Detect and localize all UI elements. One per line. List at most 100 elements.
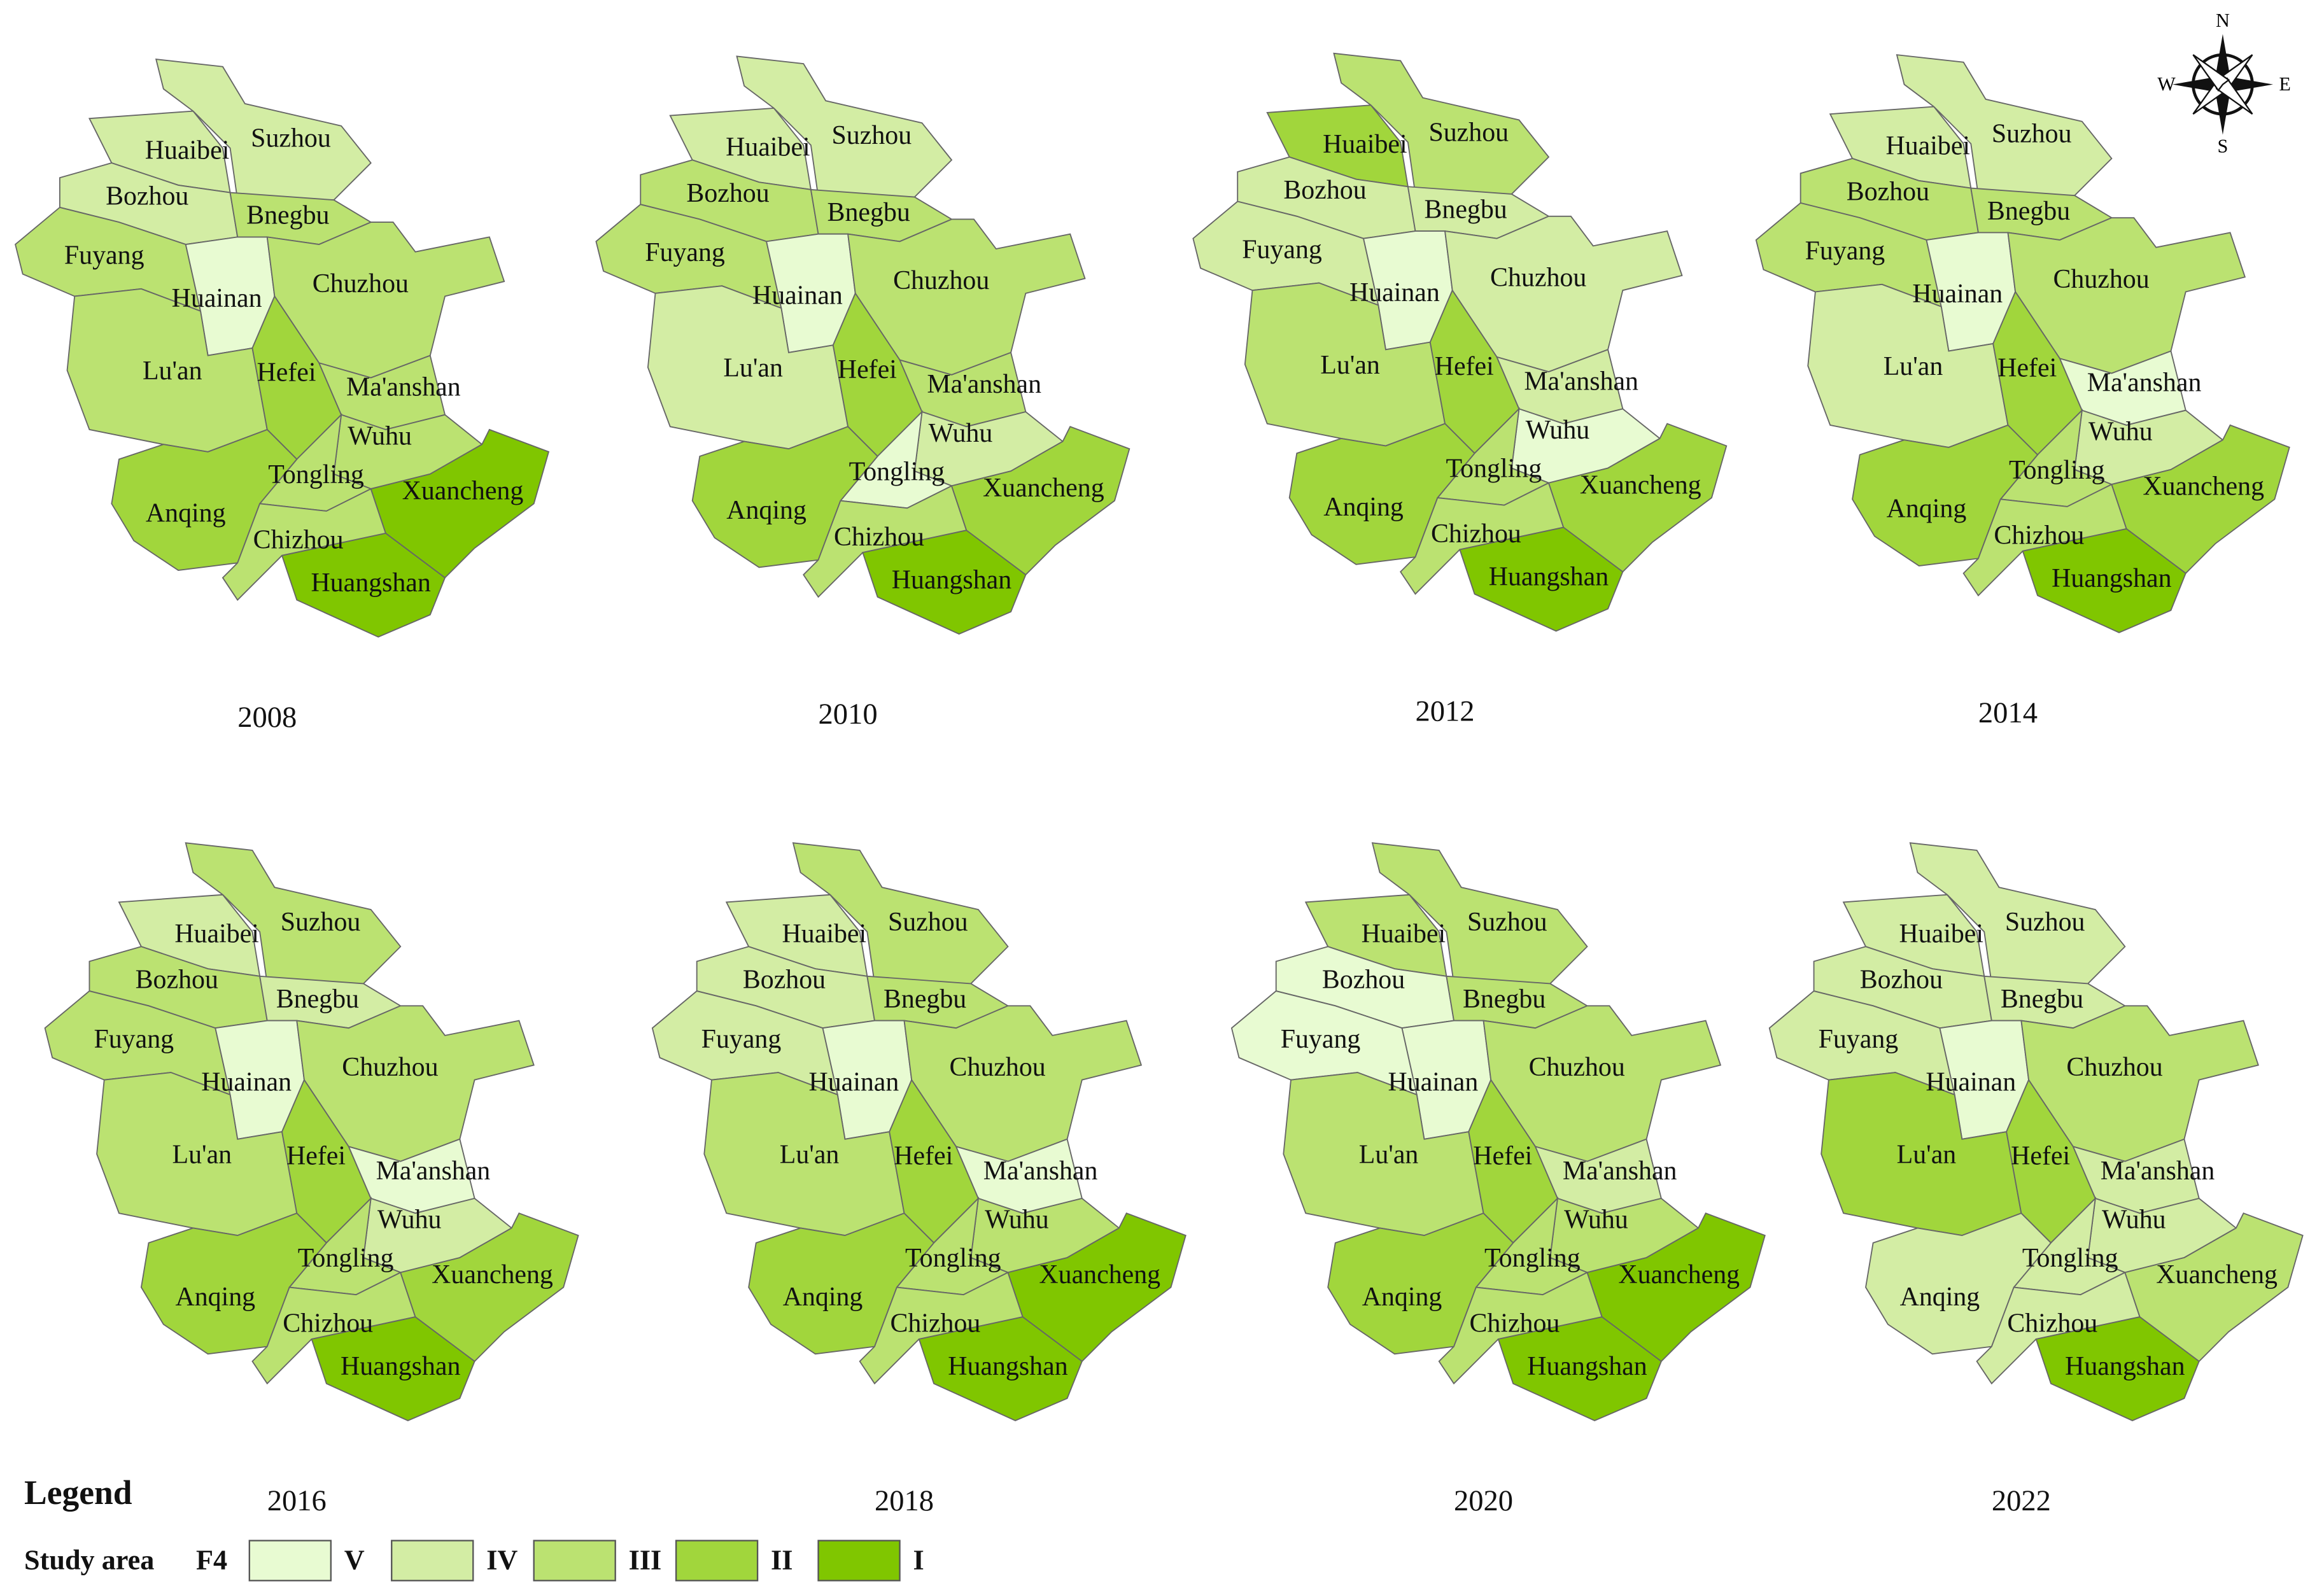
region-label: Anqing: [1887, 495, 1967, 524]
region-label: Fuyang: [701, 1025, 782, 1054]
region-label: Chizhou: [2007, 1309, 2097, 1339]
legend: Legend Study area F4 V IV III II I: [24, 1473, 924, 1582]
legend-title: Legend: [24, 1473, 132, 1512]
region-label: Lu'an: [1884, 352, 1943, 381]
map-panels: Huaibei Suzhou Bozhou Fuyang Bnegbu Huainan Ch…: [15, 52, 2304, 1517]
region-label: Hefei: [286, 1142, 346, 1171]
year-label: 2018: [875, 1485, 934, 1517]
region-label: Bozhou: [743, 966, 826, 995]
region-label: Huaibei: [726, 133, 810, 162]
region-label: Huainan: [172, 284, 262, 313]
region-label: Lu'an: [1897, 1140, 1957, 1169]
region-label: Anqing: [175, 1282, 255, 1312]
region-label: Ma'anshan: [376, 1156, 491, 1186]
region-label: Tongling: [2022, 1244, 2118, 1273]
legend-label: III: [629, 1545, 662, 1576]
region-label: Huainan: [201, 1067, 292, 1097]
compass-point: [2172, 77, 2223, 92]
map-panel: Huaibei Suzhou Bozhou Fuyang Bnegbu Huainan Ch…: [595, 55, 1130, 731]
region-label: Ma'anshan: [983, 1156, 1098, 1186]
legend-swatch: [533, 1540, 616, 1582]
year-label: 2012: [1416, 696, 1475, 728]
region-label: Xuancheng: [1039, 1260, 1160, 1289]
region-label: Chuzhou: [950, 1053, 1046, 1082]
region-label: Chuzhou: [1529, 1053, 1625, 1082]
region-label: Huangshan: [311, 568, 430, 598]
region-label: Hefei: [1435, 352, 1494, 381]
region: [862, 530, 1027, 635]
region-label: Ma'anshan: [346, 373, 461, 402]
region: [311, 1316, 475, 1422]
region-label: Huaibei: [174, 920, 259, 949]
region-label: Lu'an: [780, 1140, 840, 1169]
region-label: Huainan: [808, 1067, 899, 1097]
region-label: Wuhu: [377, 1205, 442, 1235]
region-label: Fuyang: [645, 238, 725, 267]
region-label: Huainan: [752, 281, 843, 310]
region-label: Fuyang: [1281, 1025, 1361, 1054]
legend-layer: Study area: [24, 1545, 154, 1576]
map-panel: Huaibei Suzhou Bozhou Fuyang Bnegbu Huainan Ch…: [15, 59, 550, 734]
region-label: Suzhou: [2005, 908, 2085, 937]
region-label: Bnegbu: [1987, 197, 2070, 226]
region-label: Anqing: [1323, 493, 1404, 522]
region-label: Tongling: [1446, 454, 1542, 484]
region-label: Suzhou: [1992, 120, 2072, 149]
region-label: Ma'anshan: [2101, 1156, 2215, 1186]
region-label: Bnegbu: [827, 198, 910, 227]
region-label: Wuhu: [929, 419, 993, 448]
compass-w: W: [2157, 73, 2176, 95]
region-label: Bozhou: [1860, 966, 1943, 995]
map-panel: Huaibei Suzhou Bozhou Fuyang Bnegbu Huainan Ch…: [44, 842, 579, 1517]
region-label: Xuancheng: [2156, 1260, 2278, 1289]
region: [1459, 526, 1624, 632]
region-label: Huangshan: [892, 565, 1011, 594]
region-label: Huainan: [1349, 278, 1440, 307]
region-label: Chuzhou: [313, 269, 409, 299]
legend-field: F4: [196, 1545, 227, 1576]
compass-point: [2215, 34, 2230, 85]
region-label: Anqing: [146, 499, 226, 528]
region-label: Bnegbu: [1424, 195, 1507, 224]
year-label: 2022: [1992, 1485, 2051, 1517]
region-label: Huaibei: [1885, 131, 1970, 160]
region-label: Huangshan: [1489, 563, 1609, 592]
region-label: Bnegbu: [276, 985, 359, 1014]
region-label: Tongling: [1484, 1244, 1581, 1273]
compass-s: S: [2218, 136, 2229, 157]
region-label: Anqing: [726, 496, 806, 525]
region-label: Bozhou: [686, 179, 769, 208]
region-label: Hefei: [1473, 1142, 1532, 1171]
region-label: Chuzhou: [2053, 265, 2149, 294]
legend-label: II: [771, 1545, 792, 1576]
region-label: Huaibei: [782, 920, 867, 949]
year-label: 2020: [1454, 1485, 1513, 1517]
region: [2022, 528, 2187, 633]
region-label: Huainan: [1388, 1067, 1478, 1097]
region-label: Hefei: [1997, 353, 2057, 383]
legend-swatch: [817, 1540, 901, 1582]
region-label: Wuhu: [1526, 416, 1590, 445]
compass-point: [2192, 54, 2230, 92]
region-label: Tongling: [298, 1244, 394, 1273]
compass: N E S W: [2157, 10, 2291, 157]
region-label: Hefei: [894, 1142, 953, 1171]
legend-swatch: [248, 1540, 332, 1582]
region-label: Suzhou: [832, 121, 912, 150]
region-label: Xuancheng: [2143, 472, 2264, 502]
legend-swatch: [675, 1540, 759, 1582]
region: [2035, 1316, 2200, 1422]
region: [1497, 1316, 1662, 1422]
region-label: Huaibei: [1323, 130, 1407, 159]
region-label: Huangshan: [2052, 564, 2171, 593]
region-label: Fuyang: [1242, 235, 1322, 264]
region-label: Fuyang: [94, 1025, 174, 1054]
region-label: Lu'an: [723, 353, 783, 383]
region-label: Wuhu: [1564, 1205, 1628, 1235]
region-label: Huangshan: [948, 1352, 1067, 1381]
region-label: Lu'an: [1359, 1140, 1419, 1169]
region-label: Tongling: [905, 1244, 1001, 1273]
region-label: Chizhou: [1431, 519, 1521, 549]
region-label: Bozhou: [136, 966, 218, 995]
